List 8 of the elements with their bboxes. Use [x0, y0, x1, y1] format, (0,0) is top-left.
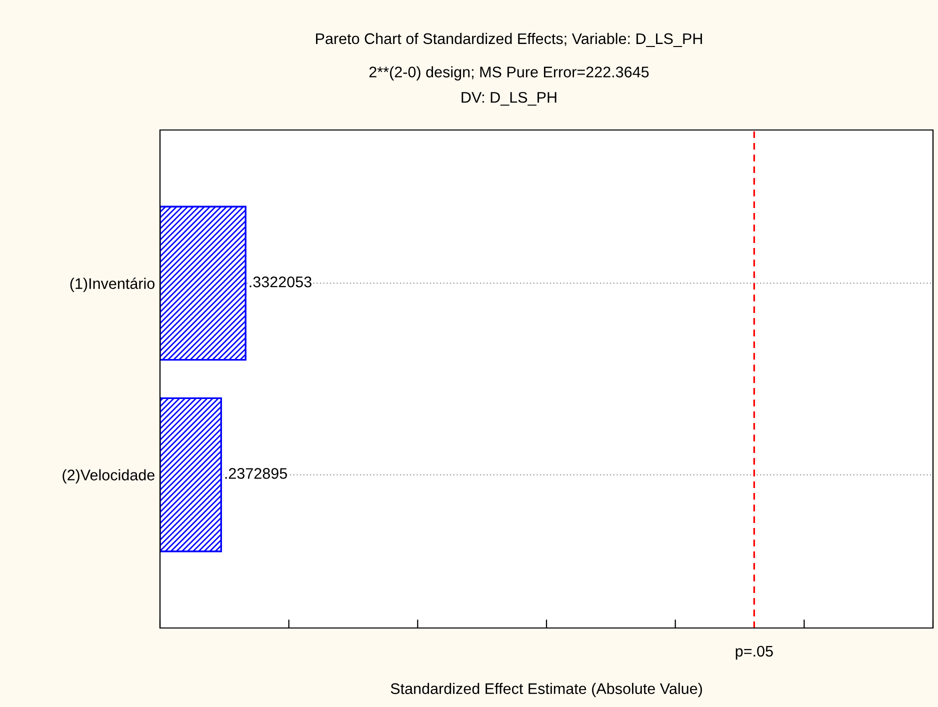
y-tick-label: (1)Inventário	[70, 278, 155, 292]
x-axis-title: Standardized Effect Estimate (Absolute Value)	[390, 682, 702, 698]
y-tick-label: (2)Velocidade	[62, 469, 154, 484]
chart-title: Pareto Chart of Standardized Effects; Variable: D_LS_PH	[316, 32, 702, 47]
data-label: .3322053	[250, 276, 312, 288]
data-label: .2372895	[225, 468, 287, 479]
chart-subtitle: 2**(2-0) design; MS Pure Error=222.3645 DV: D_LS_PH	[369, 66, 649, 106]
ref-line-label: p=.05	[736, 646, 773, 660]
